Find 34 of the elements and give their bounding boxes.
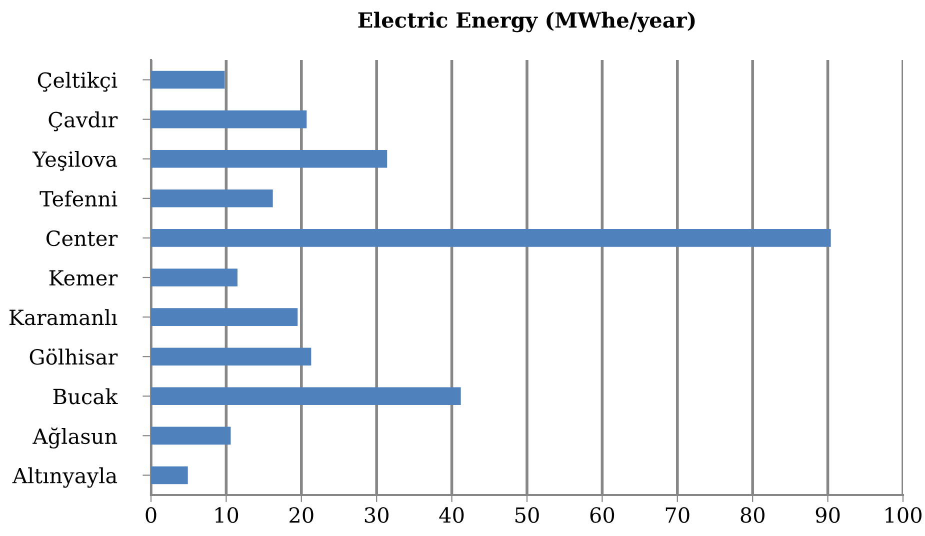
x-tick-label: 70 — [666, 507, 690, 523]
x-tick-label: 30 — [364, 507, 388, 523]
bar — [151, 348, 312, 366]
bar — [151, 150, 388, 168]
x-tick-label: 50 — [516, 507, 539, 523]
y-tick-label: Gölhisar — [30, 348, 118, 365]
x-tick-label: 10 — [215, 507, 238, 523]
bar — [151, 466, 188, 484]
bar — [151, 387, 461, 406]
x-tick-label: 100 — [886, 507, 922, 523]
bar — [151, 70, 225, 89]
x-tick-label: 20 — [290, 507, 314, 523]
chart-title: Electric Energy (MWhe/year) — [358, 12, 695, 32]
y-tick-label: Tefenni — [40, 190, 118, 207]
bar — [151, 268, 238, 286]
y-tick-label: Yeşilova — [32, 150, 118, 171]
bar — [151, 308, 298, 326]
y-tick-label: Ağlasun — [32, 428, 118, 448]
y-tick-label: Çeltikçi — [38, 72, 118, 92]
y-tick-label: Kemer — [49, 270, 118, 286]
x-tick-label: 60 — [590, 507, 614, 523]
bar — [151, 426, 231, 445]
y-tick-label: Bucak — [53, 388, 118, 404]
x-tick-label: 80 — [740, 507, 764, 523]
bar — [151, 229, 831, 247]
x-tick-label: 40 — [439, 507, 464, 523]
x-tick-label: 0 — [146, 507, 156, 523]
y-tick-label: Center — [46, 230, 118, 246]
x-tick-label: 90 — [816, 507, 840, 523]
y-tick-label: Altınyayla — [12, 467, 118, 488]
bar — [151, 190, 273, 208]
bar — [151, 110, 307, 128]
y-tick-label: Karamanlı — [10, 309, 118, 326]
y-tick-label: Çavdır — [48, 111, 118, 132]
